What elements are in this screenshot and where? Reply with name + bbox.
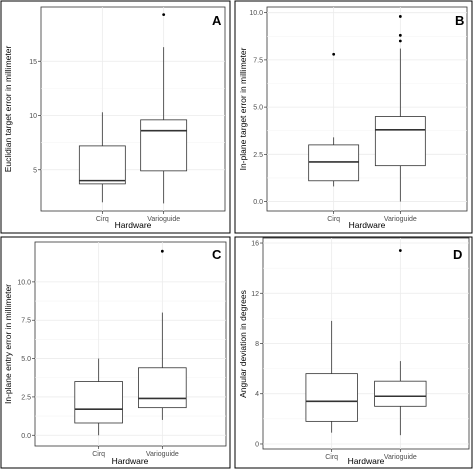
interquartile-box [140, 119, 188, 172]
panel-c-y-tick-label: 2.5 [21, 394, 31, 401]
panel-c-letter: C [212, 247, 222, 262]
panel-c: 0.0 2.5 5.0 7.5 10.0 Cirq Varioguide Hardware… [0, 236, 231, 469]
panel-a-y-tick-label: 15 [29, 59, 37, 66]
panel-b-y-tick-label: 5.0 [253, 105, 263, 112]
panel-b-y-axis-title: In-plane target error in millimeter [238, 47, 248, 170]
panel-c-x-tick-label: Cirq [92, 451, 105, 458]
interquartile-box [374, 116, 426, 167]
panel-c-x-ticks: Cirq Varioguide [92, 446, 179, 458]
panel-b-plot-area [266, 6, 468, 212]
panel-c-box-cirq [74, 358, 123, 436]
panel-c-y-axis-title: In-plane entry error in millimeter [3, 284, 13, 404]
outlier-point [398, 33, 402, 37]
panel-d-box-varioguide [374, 249, 427, 436]
panel-a: 5 10 15 Cirq Varioguide Hardware Euclidian … [0, 0, 231, 234]
interquartile-box [308, 144, 360, 182]
panel-b-y-tick-label: 2.5 [253, 152, 263, 159]
panel-b-x-tick-label: Varioguide [384, 216, 417, 223]
panel-c-y-ticks: 0.0 2.5 5.0 7.5 10.0 [17, 279, 35, 440]
panel-d-y-ticks: 0 4 8 12 16 [251, 241, 263, 448]
panel-d-letter: D [453, 247, 462, 262]
panel-a-y-ticks: 5 10 15 [29, 59, 41, 174]
interquartile-box [305, 373, 358, 422]
panel-b-boxes [308, 15, 426, 202]
panel-a-x-axis-title: Hardware [115, 220, 152, 230]
panel-d-x-axis-title: Hardware [348, 456, 385, 466]
panel-c-boxes [74, 249, 187, 436]
panel-b-box-varioguide [374, 15, 426, 202]
panel-b-x-tick-label: Cirq [327, 216, 340, 223]
panel-a-y-tick-label: 10 [29, 113, 37, 120]
panel-d-y-tick-label: 16 [251, 241, 259, 248]
panel-d-x-tick-label: Varioguide [384, 454, 417, 461]
panel-d-y-tick-label: 8 [255, 341, 259, 348]
panel-a-x-tick-label: Varioguide [147, 216, 180, 223]
panel-b-x-ticks: Cirq Varioguide [327, 211, 417, 223]
panel-d-box-cirq [305, 320, 358, 433]
panel-a-letter: A [212, 13, 222, 28]
interquartile-box [74, 381, 123, 424]
panel-c-x-axis-title: Hardware [112, 456, 149, 466]
outlier-point [162, 13, 166, 16]
interquartile-box [138, 367, 187, 409]
panel-a-x-ticks: Cirq Varioguide [96, 211, 180, 223]
panel-c-y-tick-label: 10.0 [17, 279, 31, 286]
panel-d-boxes [305, 249, 427, 436]
panel-b-letter: B [455, 13, 464, 28]
panel-b-x-axis-title: Hardware [349, 220, 386, 230]
outlier-point [398, 39, 402, 43]
panel-d-y-tick-label: 0 [255, 441, 259, 448]
panel-a-box-varioguide [140, 13, 188, 204]
panel-a-plot-area [40, 6, 226, 212]
panel-b-y-tick-label: 10.0 [249, 10, 263, 17]
panel-c-box-varioguide [138, 249, 187, 420]
panel-d: 0 4 8 12 16 Cirq Varioguide Hardware Angular … [234, 236, 473, 469]
panel-a-boxes [78, 13, 188, 204]
panel-a-y-axis-title: Euclidian target error in millimeter [3, 46, 13, 173]
outlier-point [398, 15, 402, 18]
outlier-point [398, 249, 402, 252]
panel-b-box-cirq [308, 52, 360, 187]
panel-b: 0.0 2.5 5.0 7.5 10.0 Cirq Varioguide Hardware… [234, 0, 473, 234]
outlier-point [160, 249, 164, 253]
panel-c-y-tick-label: 0.0 [21, 433, 31, 440]
panel-c-plot-area [34, 241, 227, 447]
panel-a-x-tick-label: Cirq [96, 216, 109, 223]
outlier-point [332, 52, 336, 56]
panel-d-x-ticks: Cirq Varioguide [325, 449, 417, 461]
panel-c-y-tick-label: 5.0 [21, 356, 31, 363]
panel-c-y-tick-label: 7.5 [21, 318, 31, 325]
panel-b-y-tick-label: 7.5 [253, 57, 263, 64]
panel-a-box-cirq [78, 112, 126, 203]
interquartile-box [78, 145, 126, 185]
panel-d-y-tick-label: 12 [251, 291, 259, 298]
panel-d-y-tick-label: 4 [255, 391, 259, 398]
panel-d-x-tick-label: Cirq [325, 454, 338, 461]
panel-b-y-ticks: 0.0 2.5 5.0 7.5 10.0 [249, 10, 267, 206]
panel-c-x-tick-label: Varioguide [146, 451, 179, 458]
panel-d-y-axis-title: Angular deviation in degrees [238, 290, 248, 398]
interquartile-box [374, 380, 427, 407]
panel-b-y-tick-label: 0.0 [253, 199, 263, 206]
panel-a-y-tick-label: 5 [33, 167, 37, 174]
